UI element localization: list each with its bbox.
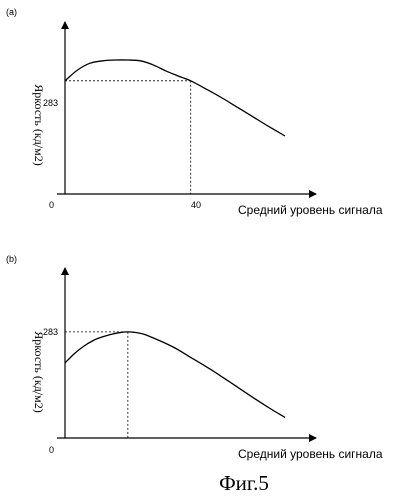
x-tick-label: 40 (191, 200, 201, 210)
panel-label: (a) (6, 7, 17, 17)
panel-b: (b) 0 283 Средний уровень сигнала Яркост… (6, 254, 383, 461)
y-tick-label: 283 (43, 98, 58, 108)
figure-caption: Фиг.5 (219, 471, 269, 495)
x-axis-title: Средний уровень сигнала (238, 203, 383, 217)
y-tick-label: 283 (43, 327, 58, 337)
origin-label: 0 (49, 200, 54, 210)
panel-label: (b) (6, 254, 17, 264)
y-axis-title: Яркость (кд/м2) (32, 84, 46, 165)
y-axis-title: Яркость (кд/м2) (32, 331, 46, 412)
origin-label: 0 (49, 445, 54, 455)
x-axis-title: Средний уровень сигнала (238, 447, 383, 461)
panel-a: (a) 0 283 40 Средний уровень сигнала Ярк… (6, 7, 383, 217)
series-line (64, 59, 286, 137)
series-line (64, 331, 286, 418)
